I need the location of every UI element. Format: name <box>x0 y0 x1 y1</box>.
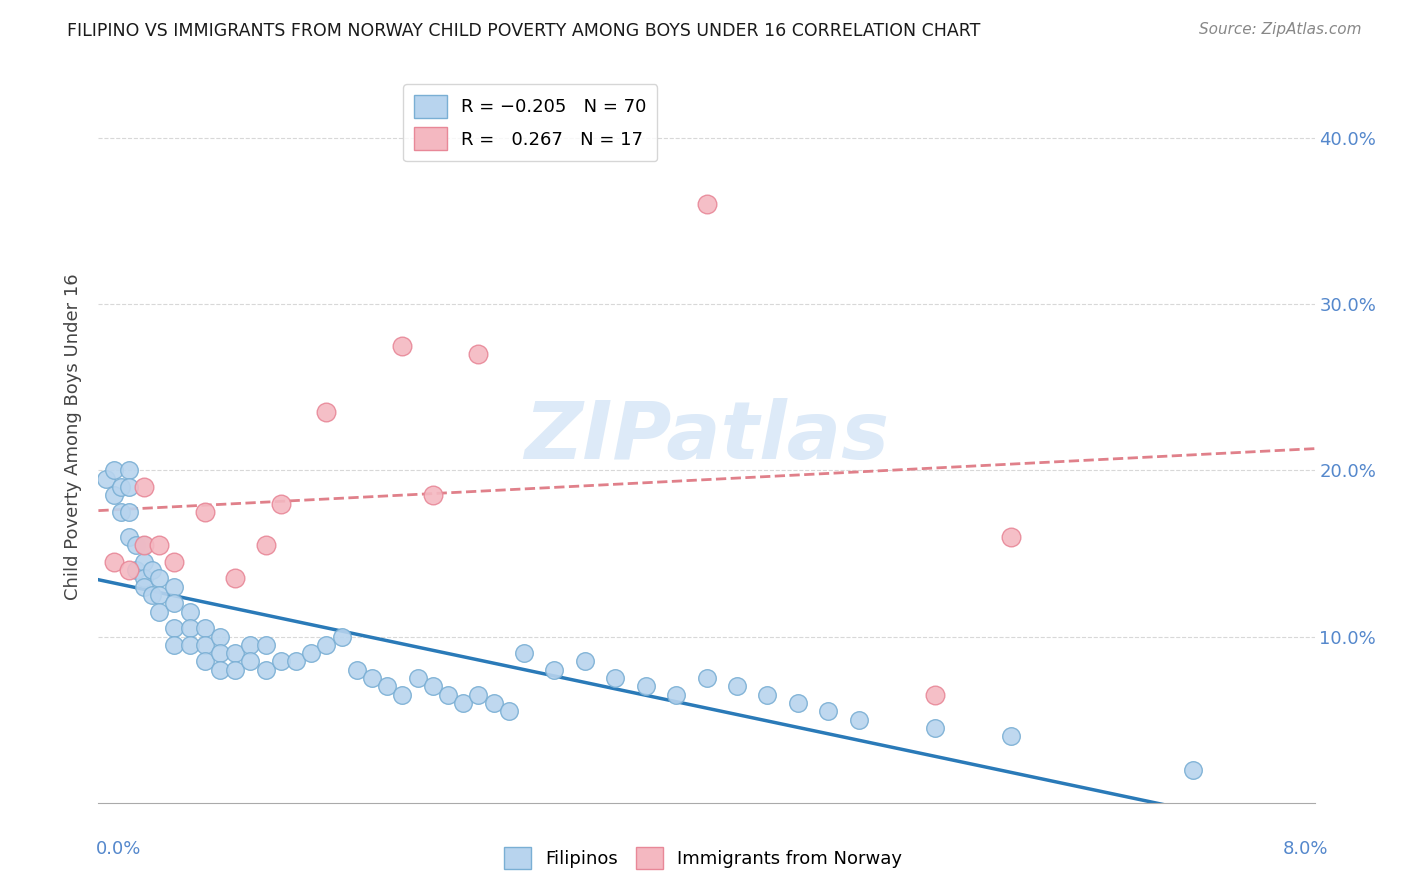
Point <box>194 638 217 652</box>
Point <box>482 696 505 710</box>
Point <box>315 638 337 652</box>
Point <box>118 505 141 519</box>
Point <box>1181 763 1204 777</box>
Point <box>209 663 232 677</box>
Point <box>148 571 170 585</box>
Point <box>224 646 246 660</box>
Point <box>179 621 201 635</box>
Point <box>194 621 217 635</box>
Point <box>498 705 520 719</box>
Text: FILIPINO VS IMMIGRANTS FROM NORWAY CHILD POVERTY AMONG BOYS UNDER 16 CORRELATION: FILIPINO VS IMMIGRANTS FROM NORWAY CHILD… <box>67 22 981 40</box>
Point <box>513 646 536 660</box>
Point <box>634 680 657 694</box>
Point <box>453 696 475 710</box>
Point <box>118 480 141 494</box>
Point <box>299 646 322 660</box>
Point <box>132 580 155 594</box>
Point <box>103 463 125 477</box>
Point <box>270 655 292 669</box>
Point <box>224 571 246 585</box>
Point <box>605 671 627 685</box>
Point <box>1000 530 1022 544</box>
Point <box>132 555 155 569</box>
Point <box>391 688 413 702</box>
Point <box>361 671 384 685</box>
Point <box>163 638 186 652</box>
Point <box>239 638 262 652</box>
Legend: Filipinos, Immigrants from Norway: Filipinos, Immigrants from Norway <box>496 839 910 876</box>
Point <box>125 538 148 552</box>
Point <box>194 655 217 669</box>
Text: Source: ZipAtlas.com: Source: ZipAtlas.com <box>1198 22 1361 37</box>
Point <box>94 472 117 486</box>
Point <box>254 638 277 652</box>
Point <box>924 688 946 702</box>
Point <box>467 347 489 361</box>
Point <box>330 630 353 644</box>
Point <box>209 646 232 660</box>
Point <box>270 497 292 511</box>
Point <box>141 588 163 602</box>
Point <box>346 663 368 677</box>
Point <box>179 605 201 619</box>
Point <box>391 338 413 352</box>
Point <box>437 688 460 702</box>
Point <box>285 655 308 669</box>
Point <box>696 197 718 211</box>
Point <box>132 571 155 585</box>
Point <box>239 655 262 669</box>
Point <box>665 688 688 702</box>
Point <box>406 671 429 685</box>
Text: 8.0%: 8.0% <box>1284 840 1329 858</box>
Point <box>103 488 125 502</box>
Point <box>254 538 277 552</box>
Point <box>110 505 132 519</box>
Point <box>148 605 170 619</box>
Point <box>848 713 870 727</box>
Point <box>118 563 141 577</box>
Point <box>209 630 232 644</box>
Point <box>756 688 779 702</box>
Point <box>118 463 141 477</box>
Text: 0.0%: 0.0% <box>96 840 141 858</box>
Legend: R = −0.205   N = 70, R =   0.267   N = 17: R = −0.205 N = 70, R = 0.267 N = 17 <box>404 84 657 161</box>
Point <box>1000 729 1022 743</box>
Point <box>254 663 277 677</box>
Point <box>132 538 155 552</box>
Point <box>194 505 217 519</box>
Point <box>422 680 444 694</box>
Point <box>118 530 141 544</box>
Point <box>786 696 808 710</box>
Y-axis label: Child Poverty Among Boys Under 16: Child Poverty Among Boys Under 16 <box>63 274 82 600</box>
Point <box>163 621 186 635</box>
Point <box>696 671 718 685</box>
Point <box>924 721 946 735</box>
Point <box>163 580 186 594</box>
Point <box>224 663 246 677</box>
Point <box>132 538 155 552</box>
Point <box>574 655 596 669</box>
Point <box>179 638 201 652</box>
Point <box>422 488 444 502</box>
Point <box>132 480 155 494</box>
Point <box>163 596 186 610</box>
Text: ZIPatlas: ZIPatlas <box>524 398 889 476</box>
Point <box>543 663 565 677</box>
Point <box>467 688 489 702</box>
Point <box>725 680 748 694</box>
Point <box>103 555 125 569</box>
Point <box>375 680 398 694</box>
Point <box>315 405 337 419</box>
Point <box>817 705 839 719</box>
Point <box>110 480 132 494</box>
Point <box>141 563 163 577</box>
Point <box>163 555 186 569</box>
Point <box>148 538 170 552</box>
Point <box>148 588 170 602</box>
Point <box>125 563 148 577</box>
